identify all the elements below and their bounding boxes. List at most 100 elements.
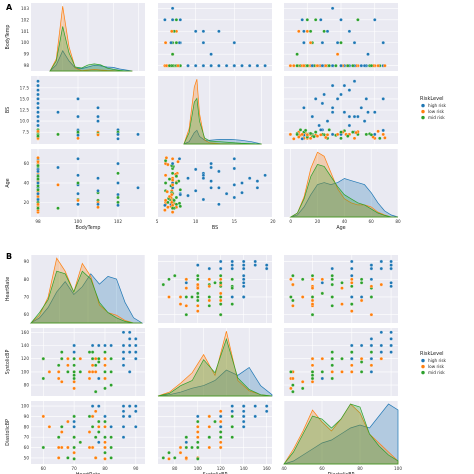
data-point [347,29,352,34]
data-point [93,370,98,374]
data-point [354,130,358,135]
subplot-Age-vs-BodyTemp [31,149,145,217]
data-point [167,177,172,181]
data-point [136,132,140,137]
data-point [201,197,206,202]
data-point [178,295,183,299]
data-point [366,52,370,56]
data-point [166,200,170,205]
data-point [389,259,393,264]
data-point [253,414,257,419]
data-point [350,343,354,348]
data-point [196,286,200,290]
data-point [196,435,200,439]
data-point [66,356,70,361]
data-point [170,18,175,22]
data-point [207,425,212,429]
data-point [218,419,223,424]
data-point [302,63,306,68]
data-point [340,281,344,285]
data-point [389,263,393,267]
data-point [389,330,393,335]
data-point [127,330,132,335]
data-point [47,370,52,374]
data-point [127,414,132,419]
data-point [36,156,40,160]
data-point [376,129,380,134]
data-point [97,360,101,364]
subplot-BS-vs-BS [158,76,272,145]
data-point [230,414,234,419]
subplot-background [284,401,398,464]
data-point [330,370,334,374]
subplot-Age-vs-BS [158,149,272,217]
data-point [369,312,374,317]
data-point [230,263,234,267]
data-point [176,63,180,68]
y-tick-label: 80 [24,383,30,388]
data-point [184,281,189,285]
legend-label: low risk [428,109,445,114]
data-point [330,106,335,110]
data-point [170,210,175,214]
data-point [379,343,384,348]
data-point [369,266,374,271]
data-point [291,298,295,303]
data-point [196,445,200,450]
data-point [56,370,61,374]
data-point [134,404,138,408]
data-point [36,206,40,210]
data-point [72,457,76,461]
subplot-background [284,149,398,217]
data-point [127,337,132,341]
data-point [253,263,257,267]
data-point [352,79,357,83]
data-point [103,356,107,361]
data-point [300,295,305,299]
data-point [167,63,172,68]
data-point [217,169,221,174]
data-point [167,277,171,282]
data-point [350,259,354,264]
data-point [121,435,126,439]
data-point [109,383,113,387]
data-point [87,445,92,450]
data-point [369,263,374,267]
data-point [66,445,70,450]
data-point [56,376,61,381]
data-point [103,445,107,450]
data-point [90,445,95,450]
y-tick-label: 10.0 [20,119,30,124]
data-point [60,430,64,434]
data-point [308,29,313,34]
y-axis-label: DiastolicBP [5,419,11,446]
data-point [60,380,64,384]
data-point [369,350,374,354]
data-point [230,425,234,429]
data-point [184,277,189,282]
data-point [56,165,60,170]
data-point [247,176,252,180]
data-point [330,132,335,137]
data-point [97,356,101,361]
data-point [97,430,101,434]
data-point [369,133,374,137]
data-point [330,277,334,282]
data-point [97,404,101,408]
data-point [164,156,169,160]
data-point [230,404,234,408]
data-point [127,404,132,408]
legend-marker [421,103,425,108]
data-point [96,189,100,193]
subplot-BodyTemp-vs-Age [284,3,398,71]
data-point [109,456,113,460]
data-point [174,202,179,207]
data-point [163,40,168,45]
data-point [56,456,61,460]
data-point [36,79,40,83]
data-point [359,370,364,374]
data-point [116,132,120,137]
data-point [291,304,295,308]
subplot-background [158,3,272,71]
